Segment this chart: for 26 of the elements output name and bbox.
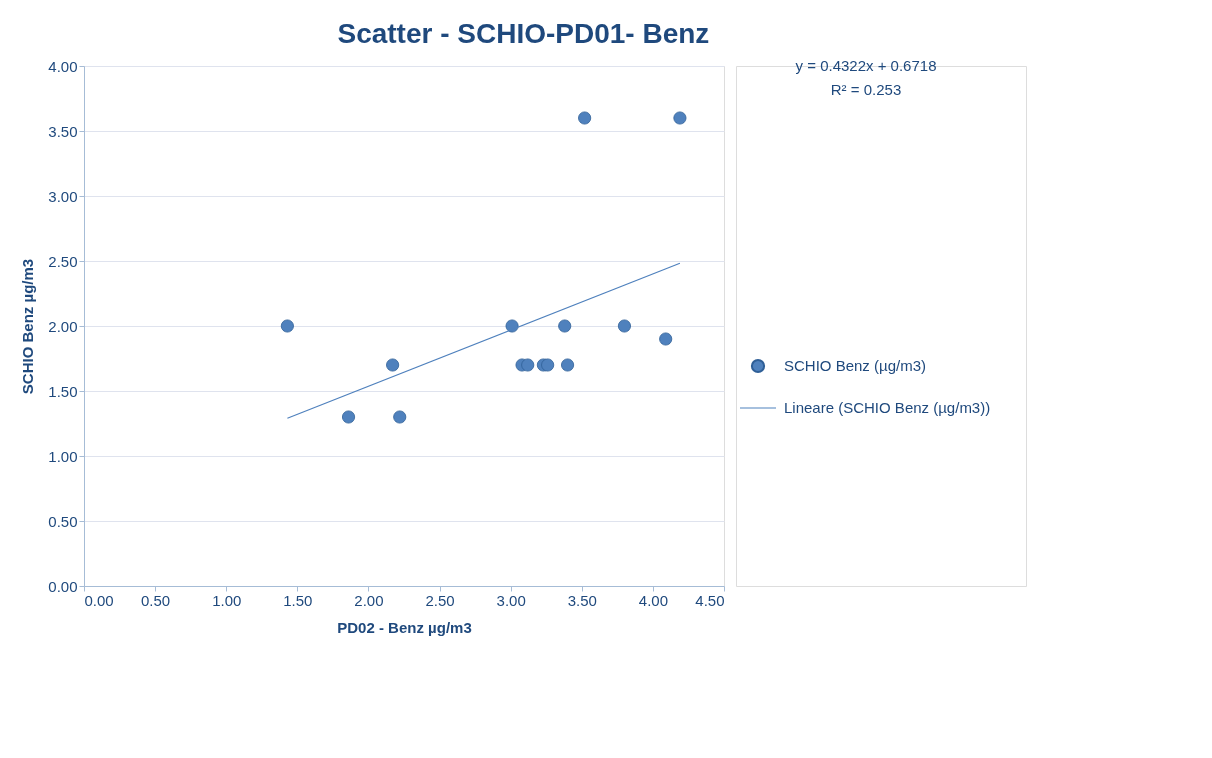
x-tick-label: 0.50 bbox=[141, 591, 171, 609]
x-tick-label: 2.50 bbox=[425, 591, 455, 609]
y-tick-label: 2.50 bbox=[48, 252, 78, 270]
x-tick-label: 4.00 bbox=[638, 591, 668, 609]
text: y = 0.4322x + 0.6718 bbox=[795, 57, 937, 74]
chart-title: Scatter - SCHIO-PD01- Benz bbox=[337, 17, 710, 49]
y-tick-label: 1.50 bbox=[48, 382, 78, 400]
x-tick-label: 0.00 bbox=[84, 591, 114, 609]
x-axis-title: PD02 - Benz µg/m3 bbox=[337, 618, 472, 636]
y-tick-label: 0.00 bbox=[48, 577, 78, 595]
x-tick-label: 4.50 bbox=[695, 591, 725, 609]
y-tick-label: 1.00 bbox=[48, 447, 78, 465]
legend-label: Lineare (SCHIO Benz (µg/m3)) bbox=[784, 399, 991, 416]
y-tick-label: 3.50 bbox=[48, 122, 78, 140]
y-tick-label: 2.00 bbox=[48, 317, 78, 335]
x-tick-label: 3.50 bbox=[567, 591, 597, 609]
y-tick-label: 3.00 bbox=[48, 187, 78, 205]
y-tick-label: 0.50 bbox=[48, 512, 78, 530]
y-axis-title: SCHIO Benz µg/m3 bbox=[19, 258, 37, 395]
text: R² = 0.253 bbox=[830, 81, 902, 98]
x-tick-label: 1.50 bbox=[283, 591, 313, 609]
x-tick-label: 3.00 bbox=[496, 591, 526, 609]
y-tick-label: 4.00 bbox=[48, 57, 78, 75]
legend-label: SCHIO Benz (µg/m3) bbox=[784, 357, 927, 374]
x-tick-label: 2.00 bbox=[354, 591, 384, 609]
x-tick-label: 1.00 bbox=[212, 591, 242, 609]
